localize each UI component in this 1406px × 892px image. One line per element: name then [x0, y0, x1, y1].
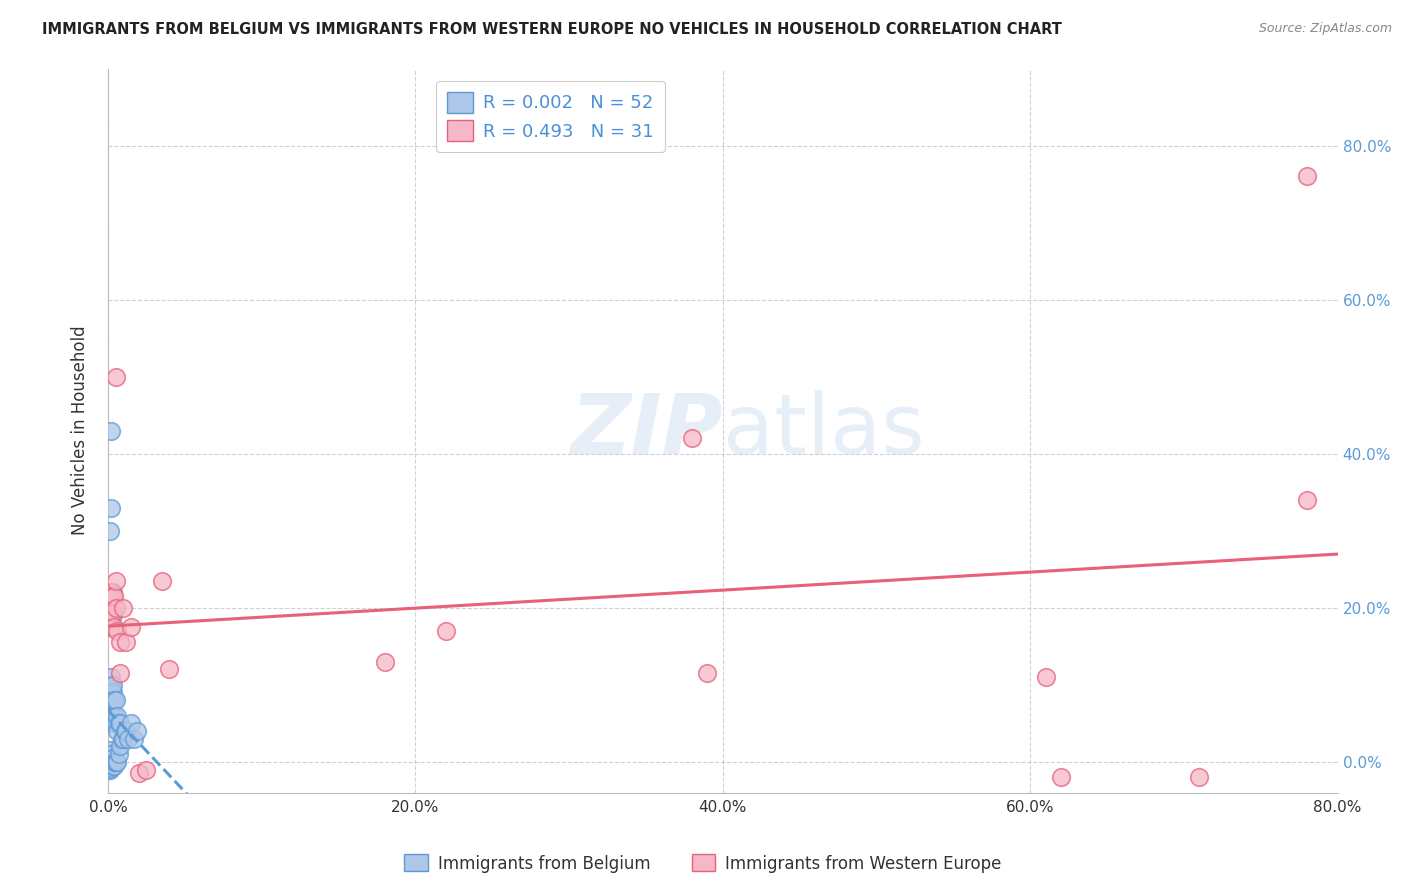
Text: Source: ZipAtlas.com: Source: ZipAtlas.com — [1258, 22, 1392, 36]
Point — [115, 635, 138, 649]
Point — [105, 755, 128, 769]
Point — [101, 751, 124, 765]
Point — [1296, 492, 1319, 507]
Point — [111, 731, 134, 746]
Point — [101, 716, 124, 731]
Point — [105, 708, 128, 723]
Point — [103, 693, 125, 707]
Point — [104, 600, 127, 615]
Legend: Immigrants from Belgium, Immigrants from Western Europe: Immigrants from Belgium, Immigrants from… — [398, 847, 1008, 880]
Point — [104, 755, 127, 769]
Legend: R = 0.002   N = 52, R = 0.493   N = 31: R = 0.002 N = 52, R = 0.493 N = 31 — [436, 81, 665, 152]
Point — [104, 693, 127, 707]
Point — [110, 635, 132, 649]
Point — [696, 666, 718, 681]
Point — [112, 600, 135, 615]
Point — [98, 708, 121, 723]
Point — [1296, 169, 1319, 184]
Point — [107, 716, 129, 731]
Point — [150, 574, 173, 588]
Point — [100, 757, 122, 772]
Point — [100, 585, 122, 599]
Point — [681, 431, 703, 445]
Point — [97, 758, 120, 772]
Point — [374, 655, 396, 669]
Point — [100, 751, 122, 765]
Point — [122, 731, 145, 746]
Point — [97, 747, 120, 761]
Point — [110, 666, 132, 681]
Point — [104, 574, 127, 588]
Point — [110, 739, 132, 754]
Point — [105, 624, 128, 638]
Point — [135, 763, 157, 777]
Point — [120, 620, 142, 634]
Point — [101, 685, 124, 699]
Point — [434, 624, 457, 638]
Point — [107, 747, 129, 761]
Text: atlas: atlas — [723, 390, 925, 471]
Point — [1035, 670, 1057, 684]
Point — [100, 670, 122, 684]
Point — [98, 758, 121, 772]
Point — [98, 701, 121, 715]
Point — [114, 723, 136, 738]
Point — [120, 716, 142, 731]
Point — [1050, 770, 1073, 784]
Point — [97, 755, 120, 769]
Point — [98, 524, 121, 538]
Point — [104, 369, 127, 384]
Point — [101, 608, 124, 623]
Point — [103, 620, 125, 634]
Point — [101, 585, 124, 599]
Point — [127, 723, 149, 738]
Point — [112, 731, 135, 746]
Point — [100, 678, 122, 692]
Point — [98, 755, 121, 769]
Point — [100, 500, 122, 515]
Y-axis label: No Vehicles in Household: No Vehicles in Household — [72, 326, 89, 535]
Point — [105, 723, 128, 738]
Point — [100, 608, 122, 623]
Point — [97, 605, 120, 619]
Text: ZIP: ZIP — [571, 390, 723, 471]
Point — [98, 593, 121, 607]
Point — [115, 723, 138, 738]
Point — [159, 662, 181, 676]
Point — [100, 693, 122, 707]
Point — [103, 589, 125, 603]
Point — [98, 620, 121, 634]
Point — [100, 747, 122, 761]
Point — [103, 755, 125, 769]
Point — [1188, 770, 1211, 784]
Point — [100, 424, 122, 438]
Point — [97, 751, 120, 765]
Point — [98, 743, 121, 757]
Point — [128, 766, 150, 780]
Point — [104, 716, 127, 731]
Point — [98, 747, 121, 761]
Point — [100, 761, 122, 775]
Point — [97, 763, 120, 777]
Point — [103, 758, 125, 772]
Point — [101, 678, 124, 692]
Point — [101, 589, 124, 603]
Point — [101, 758, 124, 772]
Point — [100, 708, 122, 723]
Point — [98, 763, 121, 777]
Text: IMMIGRANTS FROM BELGIUM VS IMMIGRANTS FROM WESTERN EUROPE NO VEHICLES IN HOUSEHO: IMMIGRANTS FROM BELGIUM VS IMMIGRANTS FR… — [42, 22, 1062, 37]
Point — [103, 708, 125, 723]
Point — [101, 605, 124, 619]
Point — [117, 731, 139, 746]
Point — [110, 716, 132, 731]
